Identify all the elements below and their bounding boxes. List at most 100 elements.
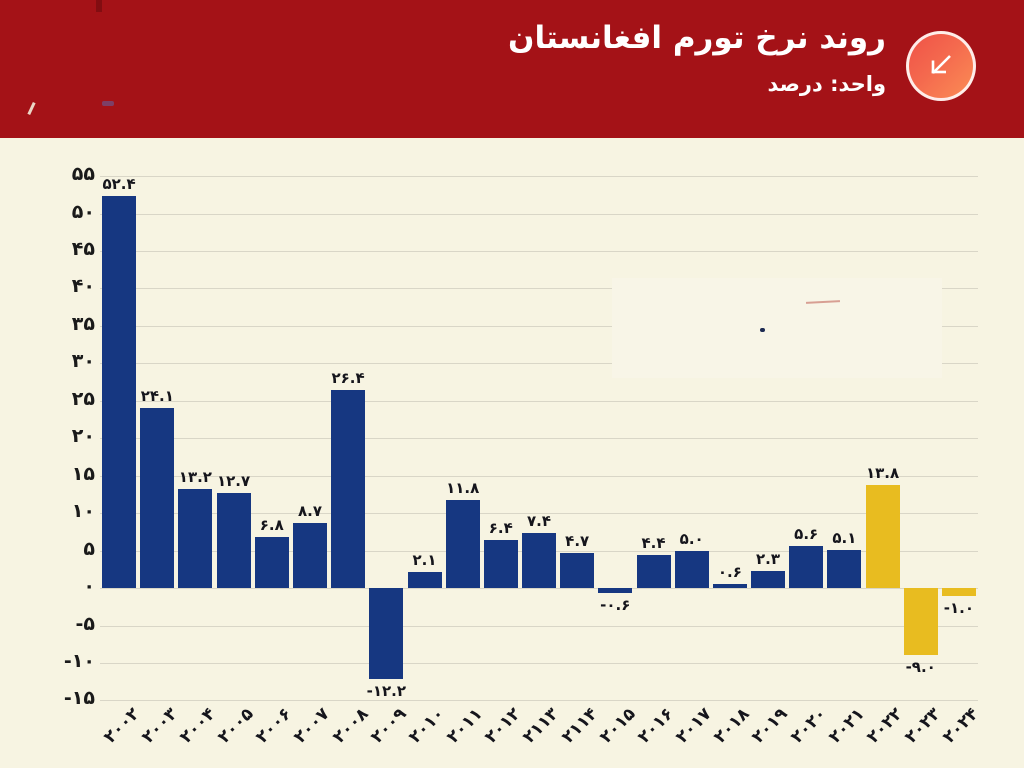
bar-value-label: -۹.۰ [905, 658, 936, 677]
x-axis-tick-label: ۲۰۰۳ [137, 704, 182, 748]
x-axis-tick-label: ۲۰۰۴ [176, 704, 220, 748]
artifact-dot [760, 328, 765, 332]
bar-value-label: ۲۶.۴ [331, 369, 365, 388]
y-axis-tick-label: ۲۰ [71, 425, 95, 448]
bar-value-label: ۴.۴ [641, 534, 666, 553]
bar [369, 588, 404, 680]
bar-value-label: ۱۳.۲ [178, 468, 212, 487]
x-axis-tick-label: ۲۰۱۲ [481, 704, 525, 748]
bar-value-label: ۲.۱ [412, 551, 437, 570]
bar [560, 552, 595, 588]
bar-value-label: ۲۴.۱ [140, 386, 174, 405]
y-axis-tick-label: ۲۵ [71, 387, 95, 410]
artifact-mark [96, 0, 102, 12]
x-axis-tick-label: ۲۰۱۸ [710, 704, 755, 748]
gridline [100, 662, 978, 664]
x-axis-tick-label: ۲۰۲۳ [901, 704, 945, 748]
y-axis-tick-label: ۴۵ [71, 237, 95, 260]
bar-value-label: ۵۲.۴ [102, 174, 136, 193]
bar [636, 555, 671, 589]
bar-value-label: ۴.۷ [565, 531, 590, 550]
gridline [100, 438, 978, 440]
bar-value-label: ۱۲.۷ [217, 471, 251, 490]
bar-value-label: -۱.۰ [943, 598, 974, 617]
gridline [100, 625, 978, 627]
bar [178, 489, 213, 588]
gridline [100, 213, 978, 215]
artifact-mark [102, 101, 114, 106]
bar [254, 537, 289, 588]
bar-value-label: ۵.۶ [794, 525, 819, 544]
gridline [100, 475, 978, 477]
x-axis-tick-label: ۲۰۲۲ [863, 704, 907, 748]
y-axis-tick-label: ۱۰ [71, 500, 95, 523]
gridline [100, 250, 978, 252]
gridline [100, 513, 978, 515]
gridline [100, 588, 978, 589]
x-axis-tick-label: ۲۰۱۷ [672, 704, 716, 748]
y-axis-tick-label: ۵۵ [71, 163, 95, 185]
bar-value-label: ۵.۰ [679, 529, 704, 548]
gridline [100, 700, 978, 702]
bar-value-label: ۰.۶ [717, 562, 742, 581]
x-axis-tick-label: ۲۰۰۹ [366, 704, 411, 748]
bar [331, 390, 366, 589]
bar [102, 195, 137, 588]
header-banner: روند نرخ تورم افغانستان واحد: درصد [0, 0, 1024, 138]
bar [865, 484, 900, 588]
bar [293, 522, 327, 589]
bar [598, 588, 633, 593]
x-axis-tick-label: ۲۰۲۰ [786, 704, 831, 748]
bar-value-label: ۶.۴ [488, 519, 513, 538]
bar [216, 492, 251, 588]
trend-down-arrow-icon [906, 31, 976, 101]
gridline [100, 176, 978, 177]
x-axis-tick-label: ۲۰۲۱ [825, 704, 869, 748]
y-axis-tick-label: ۰ [83, 575, 95, 597]
x-axis-tick-label: ۲۰۰۲ [99, 704, 144, 748]
x-axis-tick-label: ۲۰۱۶ [634, 704, 678, 748]
x-axis-tick-label: ۲۰۱۵ [595, 704, 640, 748]
bar [483, 540, 518, 588]
bar [789, 546, 824, 589]
x-axis-tick-label: ۲۱۱۴ [557, 704, 602, 748]
bar [140, 407, 175, 588]
bar-value-label: ۵.۱ [832, 528, 857, 547]
y-axis-tick-label: ۵ [83, 537, 95, 560]
x-axis-tick-label: ۲۰۲۴ [939, 704, 984, 748]
y-axis-tick-label: ۴۰ [71, 275, 95, 298]
bar [751, 570, 785, 588]
bar-value-label: ۲.۳ [755, 549, 780, 568]
bar [903, 588, 938, 656]
bar [445, 499, 480, 588]
x-axis-tick-label: ۲۱۱۳ [519, 704, 564, 748]
y-axis-tick-label: ۱۵ [71, 462, 95, 485]
bar [827, 549, 862, 588]
artifact-mark [27, 101, 36, 116]
gridline [100, 288, 978, 290]
x-axis-tick-label: ۲۰۰۷ [290, 704, 335, 748]
bar [407, 572, 442, 588]
x-axis-tick-label: ۲۰۰۶ [252, 704, 296, 748]
bar [941, 588, 976, 596]
down-left-arrow-glyph [931, 55, 951, 74]
bar-value-label: ۷.۴ [526, 511, 551, 530]
y-axis-tick-label: -۱۵ [63, 687, 95, 710]
y-axis-tick-label: ۳۵ [71, 312, 95, 335]
gridline [100, 363, 978, 365]
bar-value-label: ۱۱.۸ [446, 478, 480, 497]
gridline [100, 325, 978, 327]
bar [522, 532, 556, 588]
chart-unit-label: واحد: درصد [767, 72, 886, 96]
x-axis-tick-label: ۲۰۰۸ [328, 704, 373, 748]
watermark-smudge [612, 278, 942, 378]
bar [712, 583, 747, 588]
bar-chart: ۵۵ ۵۰ ۴۵ ۴۰ ۳۵ ۳۰ ۲۵ ۲۰ ۱۵ ۱۰ ۵ ۰ -۵ -۱۰ -۱۵ ۵۲.۴ ۲۰۰۲ ۲۴… [0, 138, 1024, 768]
x-axis-tick-label: ۲۰۰۵ [214, 704, 258, 748]
y-axis-tick-label: -۱۰ [63, 649, 95, 672]
y-axis-tick-label: ۳۰ [71, 350, 95, 373]
bar-value-label: ۸.۷ [297, 501, 322, 520]
bar-value-label: ۱۳.۸ [866, 463, 900, 482]
y-axis-tick-label: -۵ [75, 612, 95, 635]
